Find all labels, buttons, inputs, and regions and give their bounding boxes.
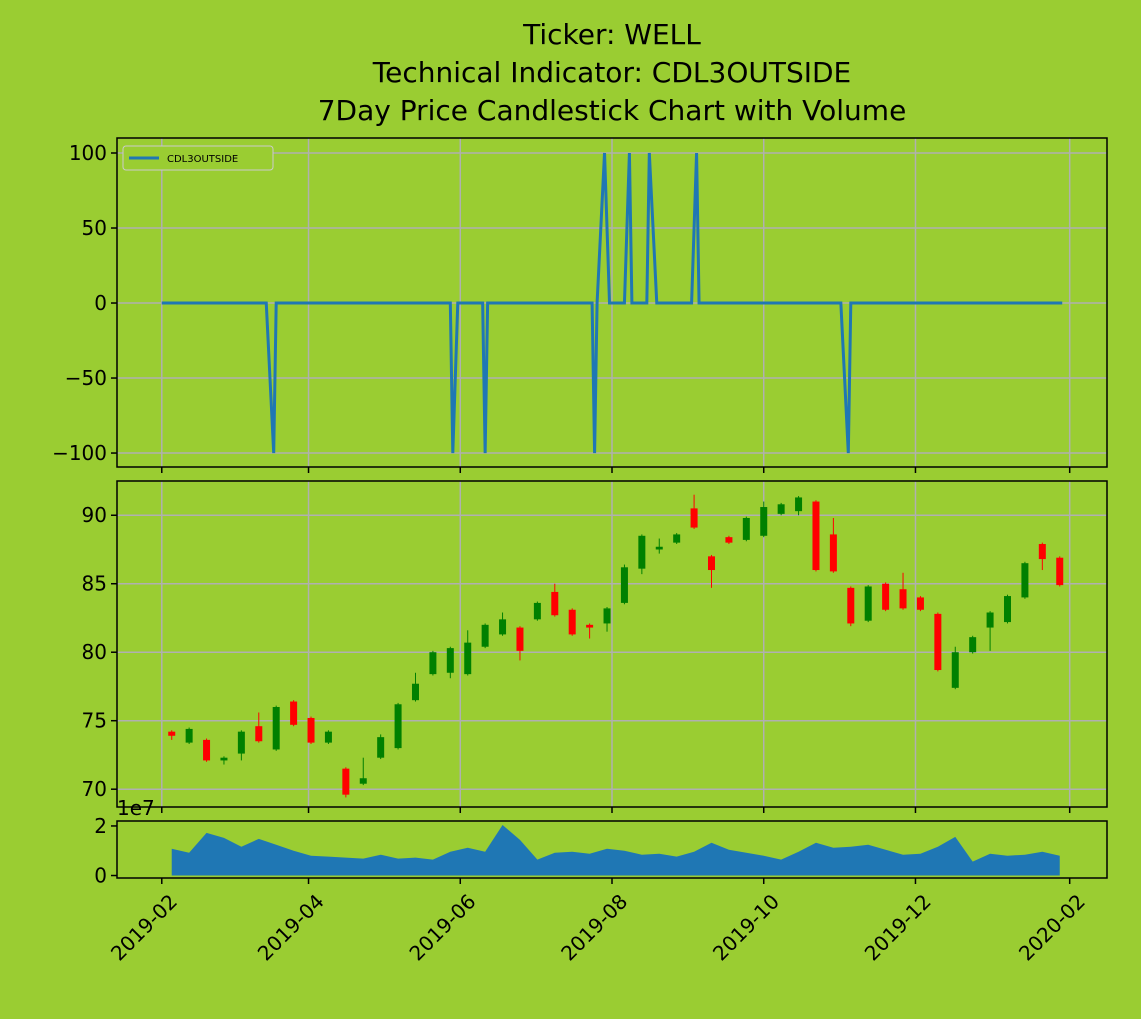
volume-area [171,824,1060,876]
candle-body [777,504,785,514]
title-line: Technical Indicator: CDL3OUTSIDE [372,56,852,89]
y-tick-label: 80 [82,640,107,664]
candle-body [638,535,646,569]
y-tick-label: −100 [52,441,107,465]
candle-body [620,567,628,603]
candle-body [551,591,559,616]
candle-body [882,583,890,610]
candle-body [342,768,350,795]
candle-body [272,707,280,750]
candle-body [760,507,768,536]
candle-body [324,731,332,743]
candle-body [533,602,541,620]
y-tick-label: 0 [94,291,107,315]
candle-body [411,683,419,701]
candle-body [481,624,489,647]
y-tick-label: 2 [94,814,107,838]
y-tick-label: −50 [65,366,107,390]
y-tick-label: 0 [94,864,107,888]
candle-body [829,534,837,572]
candle-body [203,739,211,761]
legend-label: CDL3OUTSIDE [167,154,238,165]
candle-body [394,704,402,749]
candle-body [655,546,663,550]
candle-body [586,624,594,628]
candle-body [220,757,228,761]
candle-body [742,517,750,540]
candle-body [1038,544,1046,560]
candle-body [847,587,855,624]
y-tick-label: 50 [82,216,107,240]
candle-body [255,726,263,742]
candle-body [516,627,524,651]
candle-body [934,613,942,671]
axes-frame [116,137,1108,468]
candle-body [707,556,715,571]
y-tick-label: 75 [82,709,107,733]
candle-body [673,534,681,543]
title-line: Ticker: WELL [522,18,701,51]
candle-body [899,589,907,609]
candle-body [464,642,472,675]
candle-body [795,497,803,512]
candle-body [568,609,576,635]
candle-body [1056,557,1064,586]
candle-body [1021,563,1029,598]
candle-body [1004,596,1012,623]
candle-body [377,737,385,758]
candle-body [986,612,994,628]
y-tick-label: 70 [82,777,107,801]
candle-body [969,637,977,653]
axes-frame [116,820,1108,879]
y-tick-label: 90 [82,503,107,527]
candle-body [951,652,959,688]
candle-body [168,731,176,736]
candle-body [603,608,611,624]
candle-body [237,731,245,754]
axes-frame [116,480,1108,808]
candle-body [812,501,820,571]
candle-body [307,717,315,743]
candle-body [185,728,193,743]
indicator-line [161,152,1063,454]
candle-body [446,648,454,673]
candle-body [725,537,733,543]
candle-body [290,701,298,725]
title-line: 7Day Price Candlestick Chart with Volume [318,94,907,127]
y-offset-label: 1e7 [117,796,155,820]
y-tick-label: 100 [69,141,107,165]
candle-body [916,597,924,610]
candle-body [499,619,507,635]
legend-box [122,145,274,171]
candle-body [690,508,698,528]
candle-body [429,652,437,675]
candle-body [864,586,872,621]
candle-body [359,778,367,784]
y-tick-label: 85 [82,572,107,596]
